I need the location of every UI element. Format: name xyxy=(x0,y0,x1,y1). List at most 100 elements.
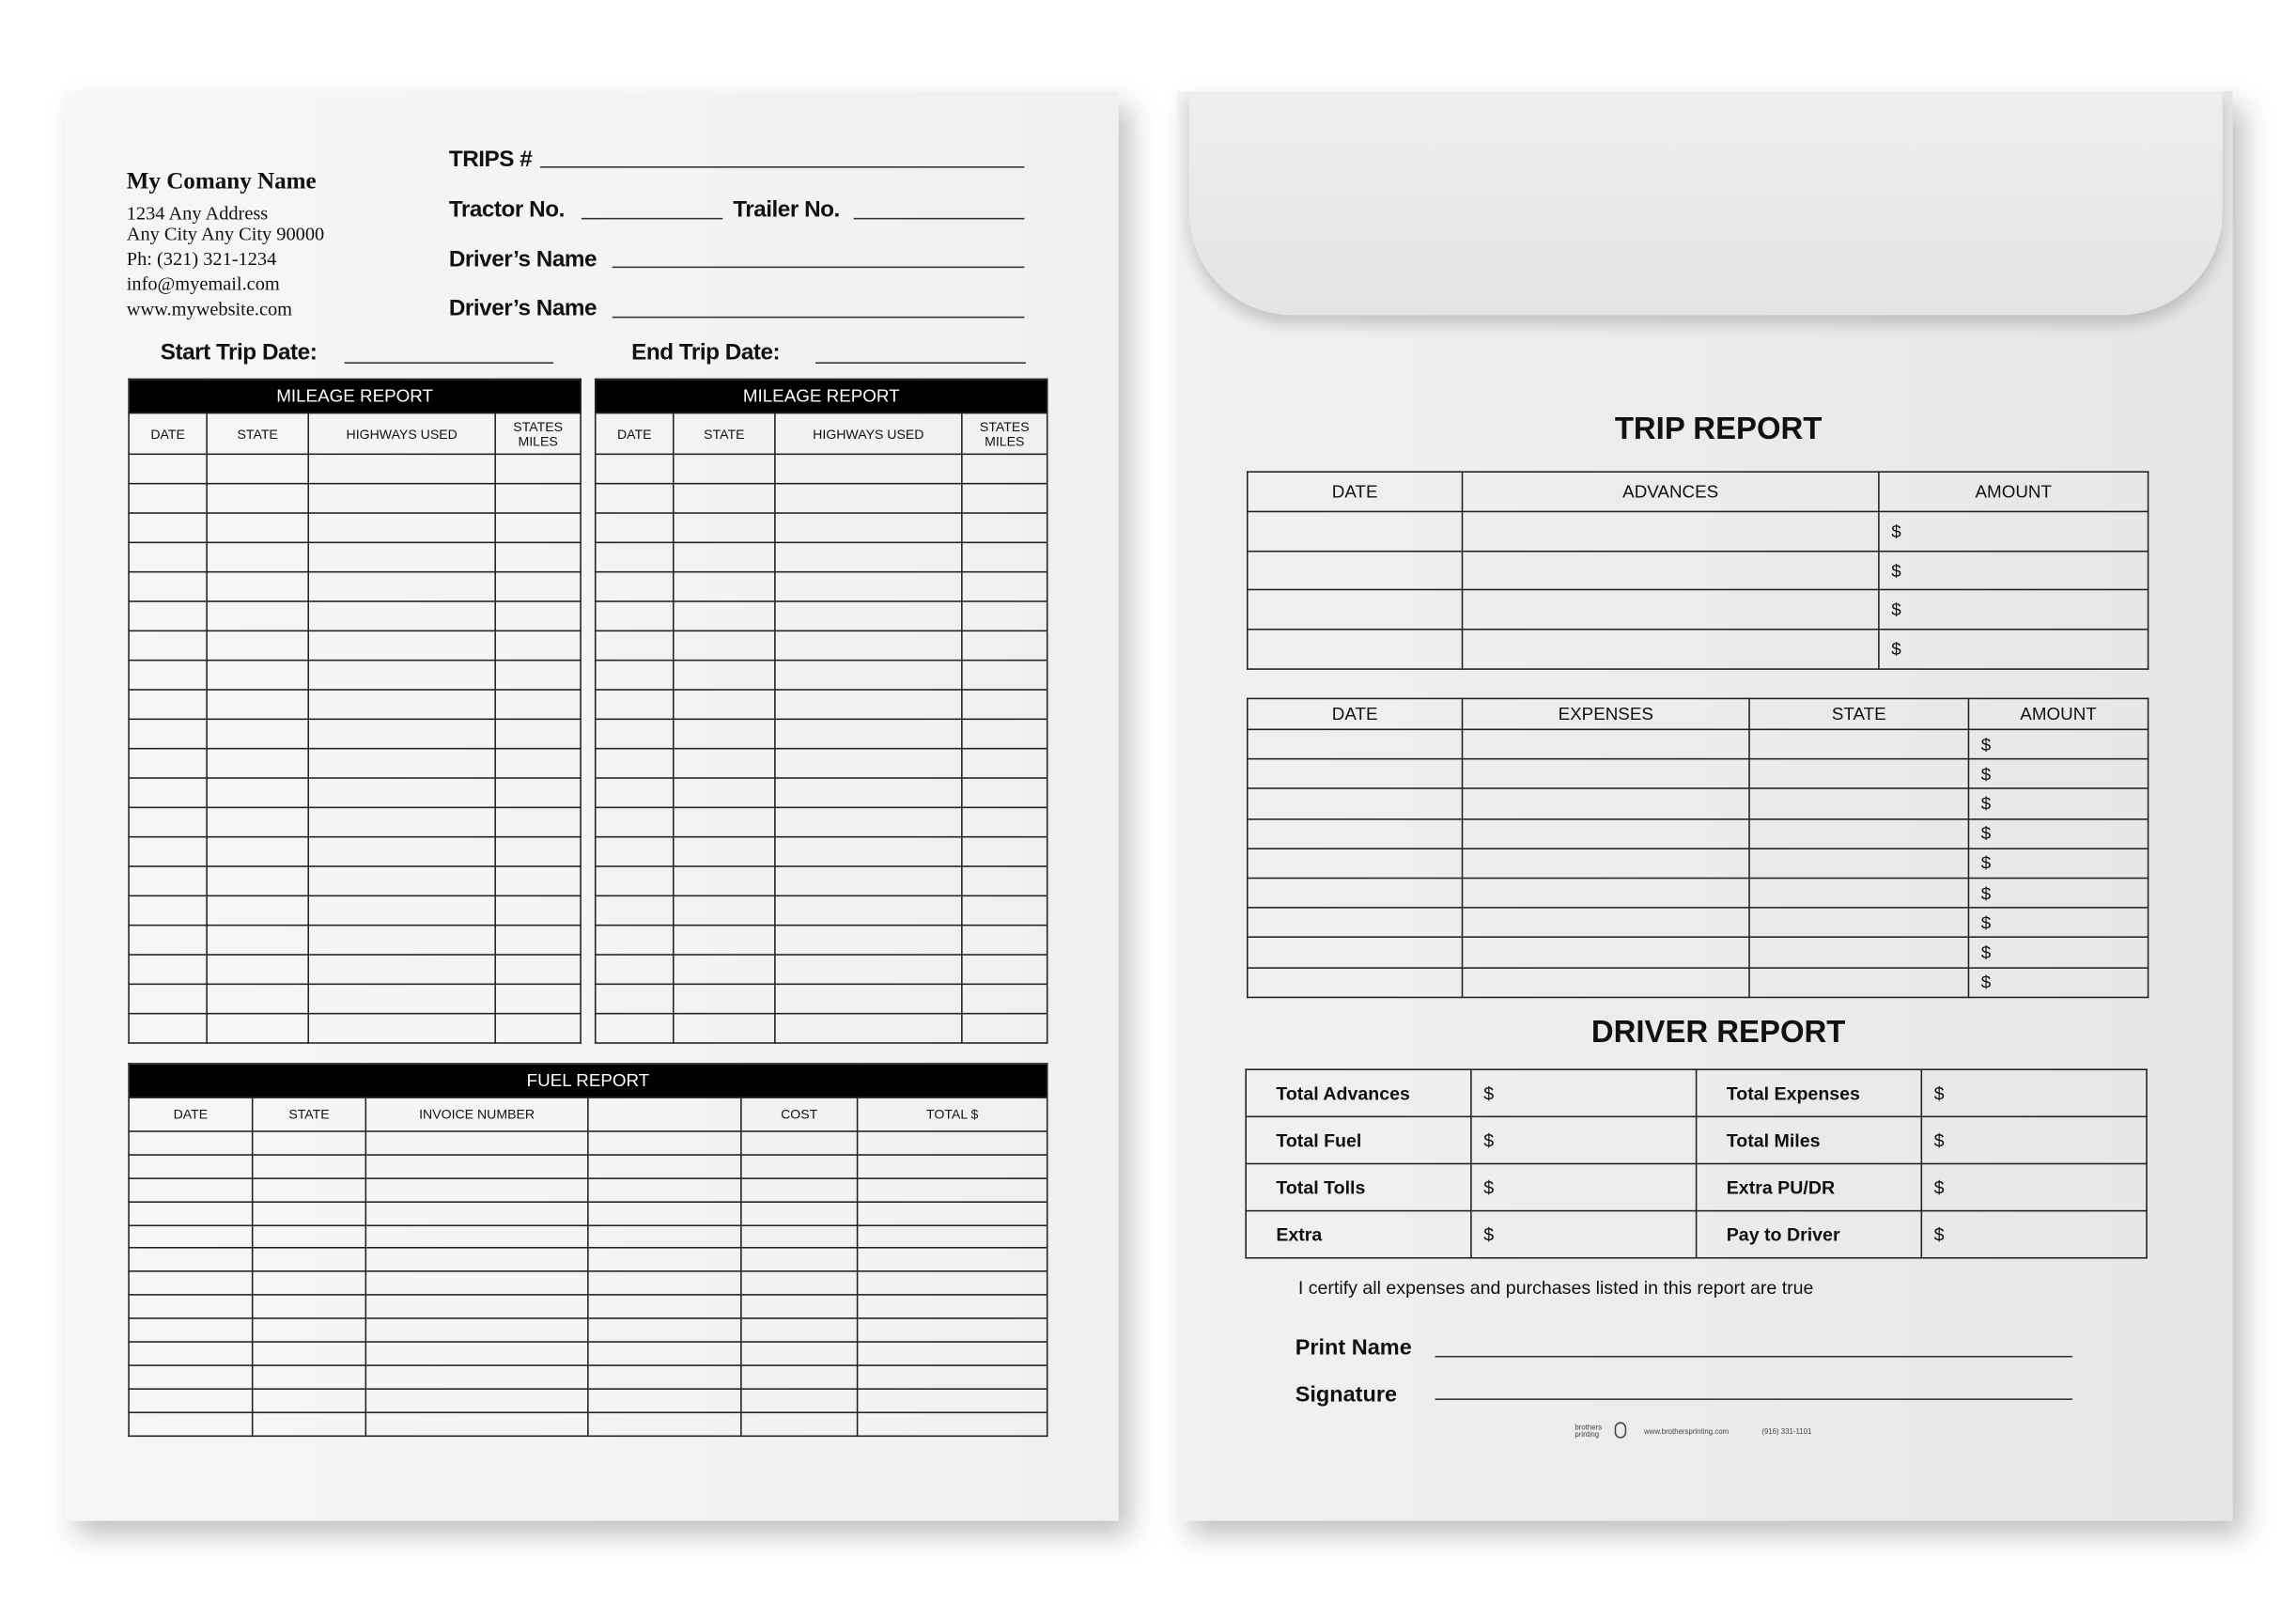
table-cell[interactable] xyxy=(251,1200,367,1226)
table-cell[interactable]: $ xyxy=(1878,629,2149,670)
table-cell[interactable] xyxy=(587,1130,742,1156)
table-cell[interactable] xyxy=(128,453,208,485)
table-cell[interactable] xyxy=(494,777,582,809)
table-cell[interactable] xyxy=(774,453,963,485)
table-cell[interactable] xyxy=(672,865,776,897)
table-cell[interactable] xyxy=(594,924,675,956)
table-cell[interactable] xyxy=(1246,848,1464,880)
table-cell[interactable] xyxy=(594,954,675,986)
table-cell[interactable] xyxy=(128,1012,208,1044)
table-cell[interactable] xyxy=(856,1154,1048,1179)
table-cell[interactable] xyxy=(587,1270,742,1297)
table-cell[interactable] xyxy=(856,1223,1048,1250)
table-cell[interactable] xyxy=(594,835,675,867)
table-cell[interactable] xyxy=(672,512,776,544)
table-cell[interactable] xyxy=(740,1223,859,1250)
amount-field[interactable]: $ xyxy=(1920,1068,2148,1118)
table-cell[interactable] xyxy=(740,1177,859,1203)
table-cell[interactable] xyxy=(672,600,776,632)
table-cell[interactable] xyxy=(128,1270,254,1297)
table-cell[interactable] xyxy=(206,630,310,662)
table-cell[interactable] xyxy=(961,1012,1048,1044)
table-cell[interactable] xyxy=(587,1341,742,1366)
table-cell[interactable] xyxy=(494,747,582,779)
table-cell[interactable] xyxy=(365,1294,589,1319)
table-cell[interactable] xyxy=(587,1317,742,1343)
table-cell[interactable] xyxy=(774,718,963,750)
table-cell[interactable] xyxy=(774,983,963,1015)
table-cell[interactable] xyxy=(672,1012,776,1044)
table-cell[interactable] xyxy=(961,718,1048,750)
table-cell[interactable] xyxy=(594,895,675,926)
table-cell[interactable] xyxy=(587,1410,742,1437)
table-cell[interactable] xyxy=(1748,787,1970,819)
table-cell[interactable] xyxy=(128,1410,254,1437)
table-cell[interactable] xyxy=(206,541,310,573)
table-cell[interactable] xyxy=(740,1317,859,1343)
table-cell[interactable] xyxy=(494,865,582,897)
table-cell[interactable] xyxy=(961,659,1048,691)
table-cell[interactable] xyxy=(206,600,310,632)
table-cell[interactable] xyxy=(672,835,776,867)
table-cell[interactable] xyxy=(494,954,582,986)
table-cell[interactable] xyxy=(128,1223,254,1250)
table-cell[interactable] xyxy=(740,1154,859,1179)
table-cell[interactable] xyxy=(494,453,582,485)
tractor-line[interactable] xyxy=(581,217,723,220)
table-cell[interactable] xyxy=(206,659,310,691)
table-cell[interactable] xyxy=(128,512,208,544)
table-cell[interactable] xyxy=(128,865,208,897)
table-cell[interactable] xyxy=(1461,877,1750,909)
driver-name-line-2[interactable] xyxy=(612,316,1025,319)
table-cell[interactable]: $ xyxy=(1878,589,2149,630)
table-cell[interactable] xyxy=(251,1317,367,1343)
table-cell[interactable] xyxy=(587,1177,742,1203)
driver-name-line-1[interactable] xyxy=(612,266,1025,269)
table-cell[interactable] xyxy=(206,718,310,750)
table-cell[interactable] xyxy=(594,865,675,897)
table-cell[interactable] xyxy=(494,689,582,721)
table-cell[interactable] xyxy=(856,1388,1048,1413)
table-cell[interactable] xyxy=(594,630,675,662)
table-cell[interactable] xyxy=(961,689,1048,721)
table-cell[interactable] xyxy=(251,1154,367,1179)
table-cell[interactable] xyxy=(307,453,496,485)
table-cell[interactable] xyxy=(128,777,208,809)
table-cell[interactable] xyxy=(672,924,776,956)
table-cell[interactable] xyxy=(251,1294,367,1319)
table-cell[interactable] xyxy=(1246,936,1464,969)
table-cell[interactable] xyxy=(961,895,1048,926)
table-cell[interactable] xyxy=(1748,848,1970,880)
table-cell[interactable] xyxy=(494,835,582,867)
table-cell[interactable] xyxy=(856,1341,1048,1366)
table-cell[interactable] xyxy=(1461,936,1750,969)
table-cell[interactable] xyxy=(856,1247,1048,1273)
table-cell[interactable] xyxy=(128,806,208,838)
table-cell[interactable] xyxy=(740,1247,859,1273)
table-cell[interactable] xyxy=(494,924,582,956)
table-cell[interactable] xyxy=(307,718,496,750)
table-cell[interactable] xyxy=(774,806,963,838)
table-cell[interactable] xyxy=(128,482,208,514)
table-cell[interactable] xyxy=(251,1410,367,1437)
table-cell[interactable] xyxy=(365,1341,589,1366)
table-cell[interactable] xyxy=(1246,629,1464,670)
table-cell[interactable] xyxy=(961,747,1048,779)
signature-line[interactable] xyxy=(1435,1398,2072,1400)
table-cell[interactable] xyxy=(961,924,1048,956)
table-cell[interactable] xyxy=(774,747,963,779)
table-cell[interactable] xyxy=(856,1317,1048,1343)
table-cell[interactable] xyxy=(307,659,496,691)
table-cell[interactable] xyxy=(961,541,1048,573)
table-cell[interactable] xyxy=(594,806,675,838)
trailer-line[interactable] xyxy=(853,217,1025,220)
table-cell[interactable] xyxy=(494,630,582,662)
table-cell[interactable] xyxy=(594,718,675,750)
table-cell[interactable] xyxy=(1461,758,1750,790)
table-cell[interactable] xyxy=(307,1012,496,1044)
table-cell[interactable] xyxy=(307,777,496,809)
amount-field[interactable]: $ xyxy=(1470,1162,1698,1212)
table-cell[interactable] xyxy=(774,895,963,926)
amount-field[interactable]: $ xyxy=(1470,1115,1698,1165)
table-cell[interactable] xyxy=(740,1388,859,1413)
